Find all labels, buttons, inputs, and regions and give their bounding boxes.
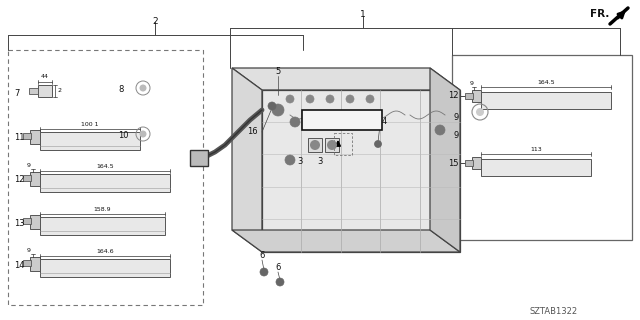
Text: B-13-21: B-13-21: [312, 116, 351, 125]
Text: 158.9: 158.9: [93, 207, 111, 212]
Bar: [308, 138, 322, 152]
Text: 5: 5: [275, 68, 280, 76]
Bar: [190, 150, 208, 166]
Text: 7: 7: [14, 89, 19, 98]
Text: 15: 15: [449, 158, 459, 167]
Bar: [30, 172, 40, 186]
Circle shape: [327, 140, 337, 150]
Circle shape: [260, 268, 268, 276]
Bar: [8, 50, 203, 305]
Bar: [30, 130, 40, 144]
Bar: [481, 159, 591, 176]
Text: 164.5: 164.5: [537, 80, 555, 85]
Text: 2: 2: [57, 89, 61, 93]
Text: SZTAB1322: SZTAB1322: [530, 308, 578, 316]
Text: 10: 10: [118, 132, 129, 140]
Text: 8: 8: [118, 85, 124, 94]
Circle shape: [140, 131, 147, 138]
Text: 164.6: 164.6: [96, 249, 114, 254]
Bar: [29, 88, 38, 94]
Text: 100 1: 100 1: [81, 122, 99, 127]
Bar: [472, 90, 481, 102]
Bar: [40, 217, 165, 235]
Text: 3: 3: [317, 157, 323, 166]
Polygon shape: [262, 90, 460, 252]
Text: 9: 9: [454, 131, 459, 140]
Circle shape: [346, 95, 354, 103]
Polygon shape: [430, 68, 460, 252]
Bar: [30, 257, 40, 271]
Circle shape: [272, 104, 284, 116]
Circle shape: [366, 95, 374, 103]
Text: 12: 12: [449, 92, 459, 100]
Text: 9: 9: [454, 114, 459, 123]
Text: 9: 9: [470, 81, 474, 86]
Bar: [452, 55, 632, 240]
Bar: [40, 132, 140, 150]
Text: 13: 13: [14, 219, 24, 228]
Bar: [23, 218, 31, 224]
Polygon shape: [232, 68, 262, 252]
Polygon shape: [232, 68, 460, 90]
Bar: [23, 175, 31, 181]
Text: 16: 16: [248, 127, 258, 137]
Bar: [334, 133, 352, 155]
Text: 6: 6: [275, 263, 281, 273]
Circle shape: [286, 95, 294, 103]
Text: 2: 2: [152, 17, 158, 26]
Bar: [40, 259, 170, 277]
Bar: [465, 93, 473, 99]
Bar: [465, 160, 473, 166]
Polygon shape: [232, 230, 460, 252]
Circle shape: [476, 108, 484, 116]
Text: 44: 44: [41, 74, 49, 79]
Bar: [38, 85, 52, 97]
Bar: [302, 110, 382, 130]
Circle shape: [374, 140, 381, 148]
Bar: [325, 138, 339, 152]
Text: 11: 11: [14, 133, 24, 142]
Text: 1: 1: [360, 10, 366, 19]
Bar: [30, 215, 40, 229]
Circle shape: [276, 278, 284, 286]
Text: 3: 3: [298, 157, 303, 166]
Circle shape: [435, 125, 445, 135]
Circle shape: [268, 102, 276, 110]
Text: 4: 4: [382, 117, 387, 126]
Text: 6: 6: [259, 252, 265, 260]
Bar: [472, 157, 481, 169]
Circle shape: [326, 95, 334, 103]
Circle shape: [310, 140, 320, 150]
Text: 9: 9: [27, 248, 31, 253]
Circle shape: [285, 155, 295, 165]
Text: 9: 9: [27, 163, 31, 168]
Bar: [40, 174, 170, 192]
Circle shape: [306, 95, 314, 103]
Text: 164.5: 164.5: [96, 164, 114, 169]
Circle shape: [140, 84, 147, 92]
Text: 14: 14: [14, 260, 24, 269]
Bar: [23, 133, 31, 139]
Bar: [481, 92, 611, 109]
Text: 12: 12: [14, 175, 24, 185]
Bar: [23, 260, 31, 266]
Text: FR.: FR.: [590, 9, 609, 19]
Circle shape: [290, 117, 300, 127]
Text: 113: 113: [530, 147, 542, 152]
